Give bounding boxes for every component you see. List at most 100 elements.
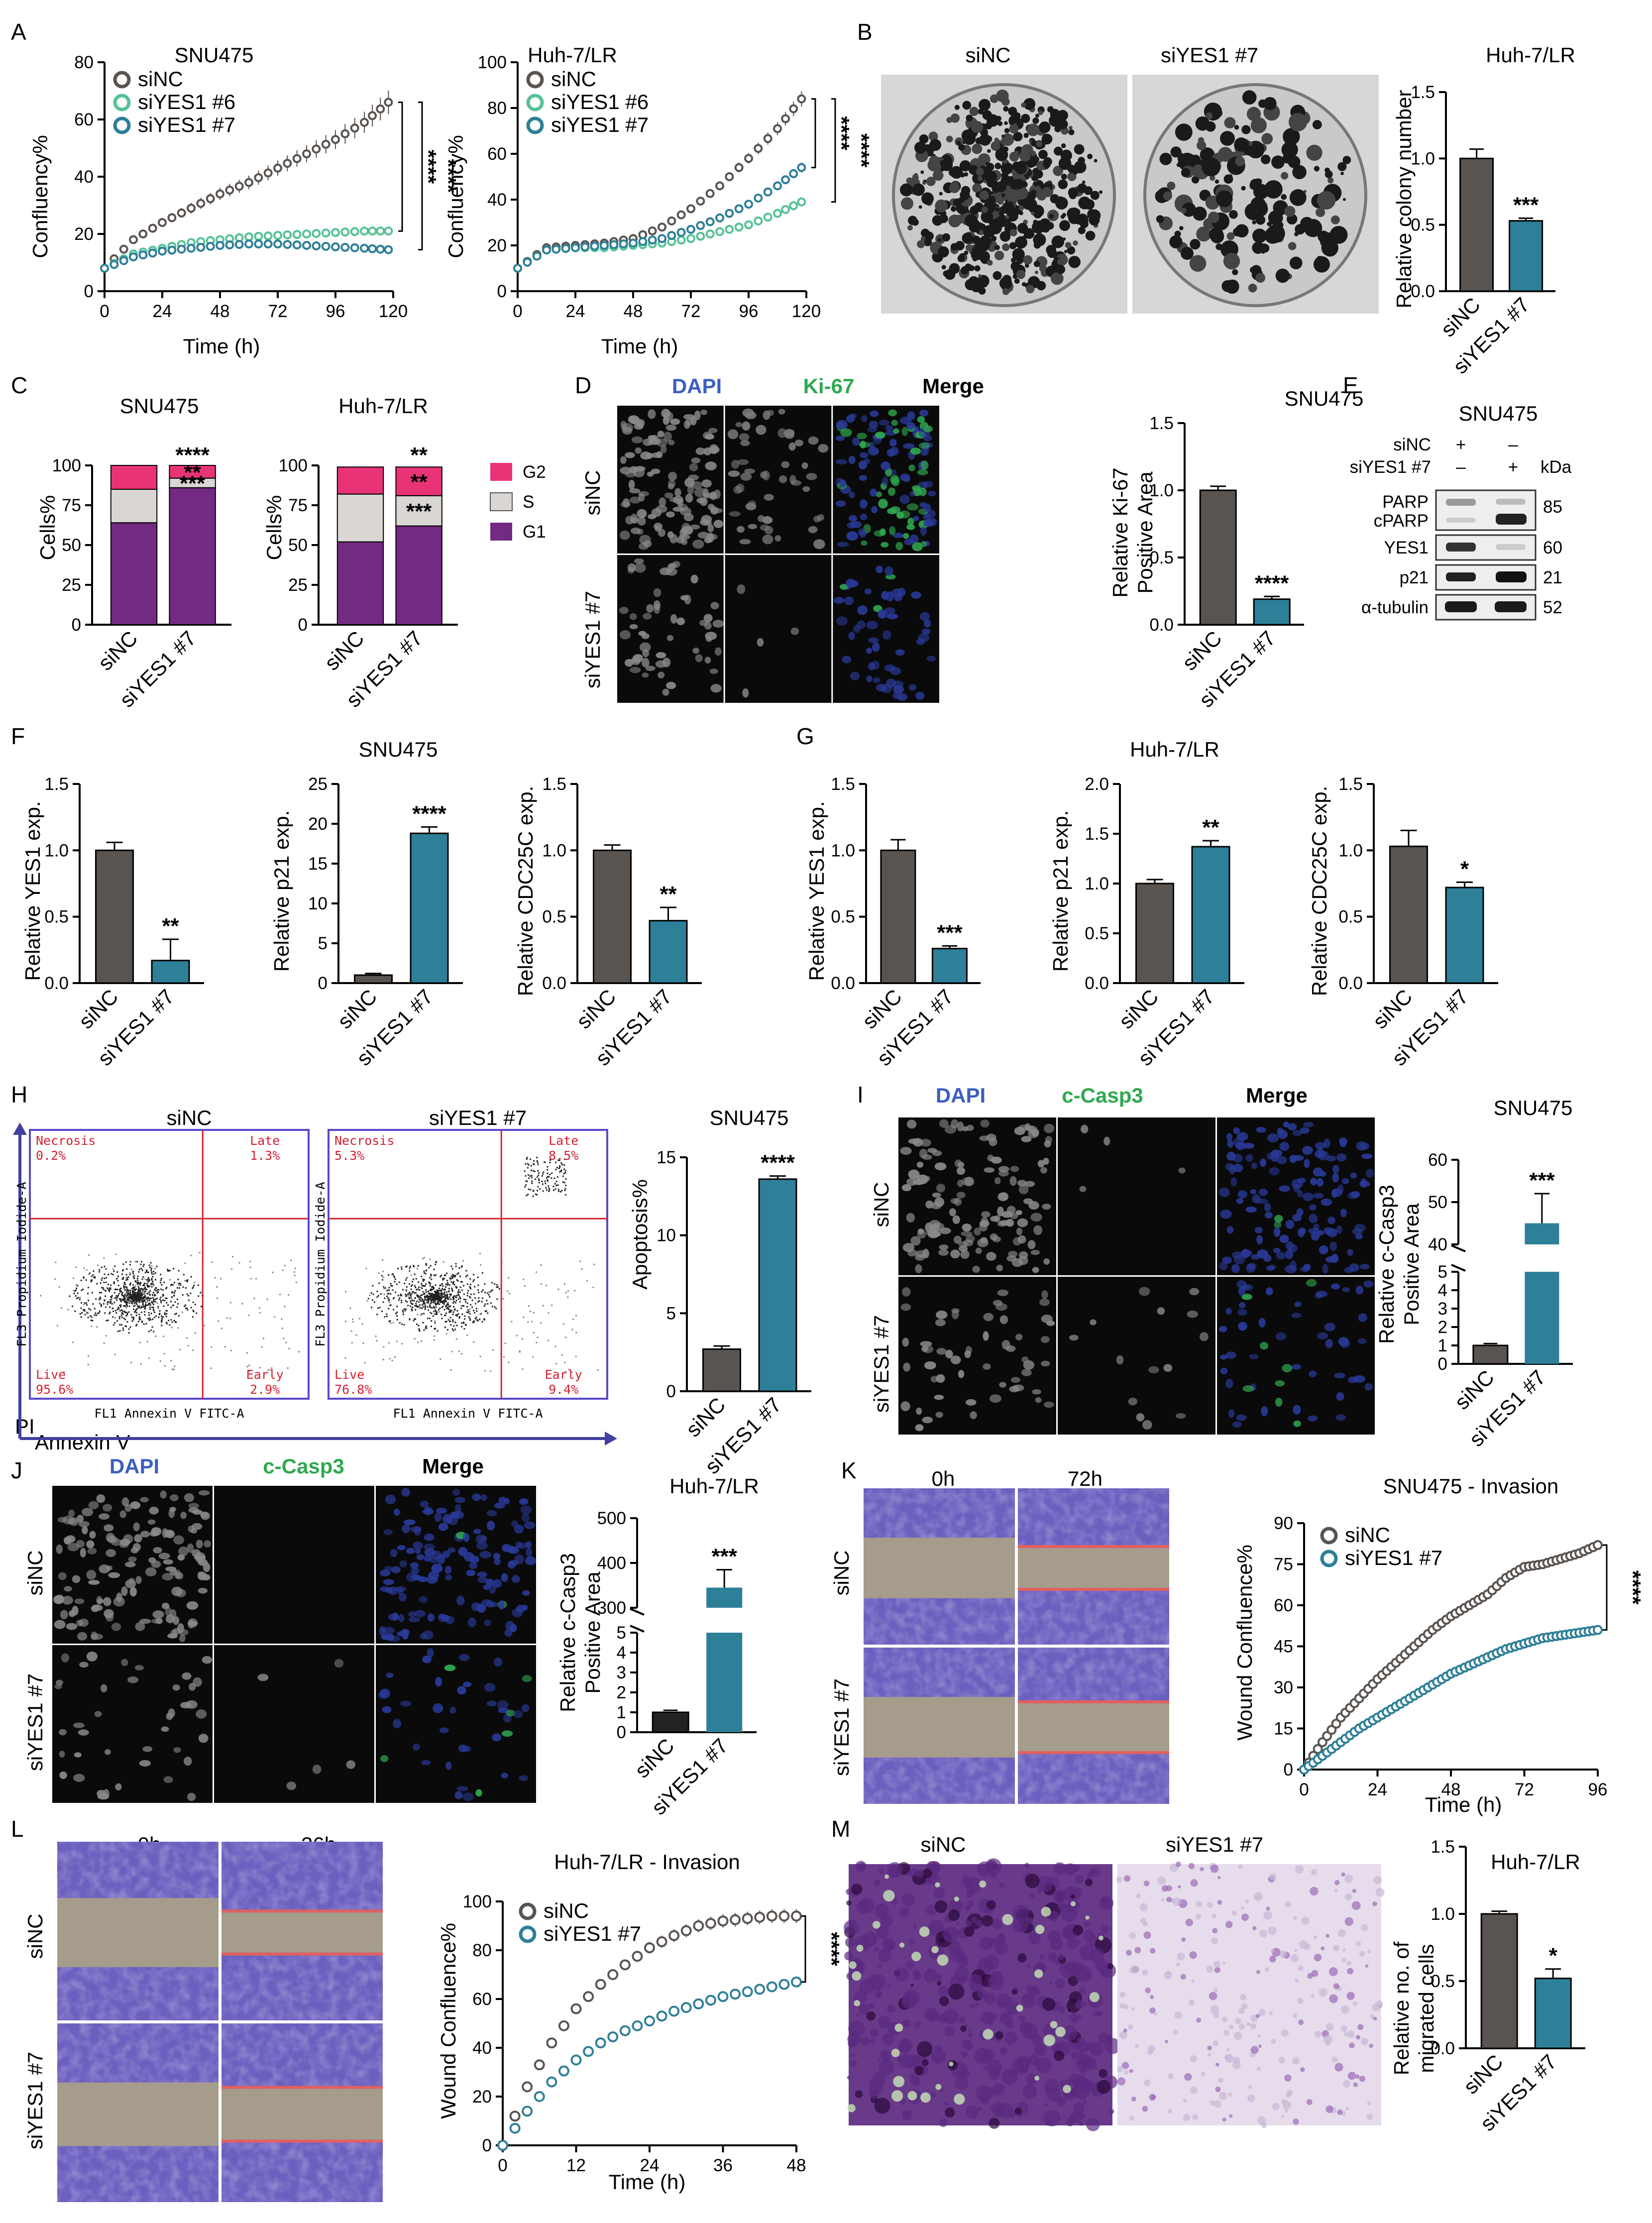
event [450,1294,452,1296]
event [127,1297,129,1299]
event [126,1301,128,1303]
nucleus [835,459,847,465]
nucleus [1274,1221,1282,1228]
event [429,1306,431,1308]
event [452,1274,454,1276]
event [412,1291,414,1293]
x-tick-label: 72 [681,302,701,321]
event [178,1282,180,1284]
nucleus [382,1706,392,1713]
event [479,1313,481,1315]
event [423,1306,425,1308]
nucleus [184,1493,194,1502]
event [432,1289,434,1291]
event [509,1293,511,1295]
nucleus [475,1534,487,1544]
nucleus [1021,1136,1032,1142]
data-point [715,213,724,222]
event [146,1271,148,1273]
data-point [734,204,744,214]
nucleus [416,1554,425,1560]
event [416,1306,418,1308]
event [129,1261,131,1263]
event [445,1297,447,1299]
colony [1073,240,1078,246]
colony [942,233,951,242]
nucleus [739,433,750,441]
nucleus [637,509,647,519]
nucleus [903,533,909,539]
event [383,1288,385,1290]
event [417,1296,419,1298]
colony [912,219,919,226]
event [110,1296,112,1298]
event [425,1273,427,1275]
nucleus [936,1310,948,1319]
event [542,1183,544,1185]
event [122,1295,124,1297]
colony [1264,180,1283,199]
annexin-axis-label: Annexin V [35,1431,130,1454]
nucleus [1275,1380,1285,1387]
data-point [600,241,609,250]
event [249,1266,251,1268]
event [395,1291,397,1293]
y-axis-label: Relative c-Casp3 [556,1553,579,1712]
event [211,1346,213,1348]
event [440,1289,441,1291]
nucleus [1297,1190,1304,1198]
nucleus [1266,1287,1273,1296]
event [426,1295,428,1297]
nucleus [80,1548,86,1558]
colony [1094,159,1098,163]
event [442,1279,444,1281]
nucleus [498,1496,507,1504]
event [424,1285,426,1287]
significance-stars: ** [410,443,428,467]
nucleus [79,1662,89,1668]
colony [972,143,983,154]
colony [992,271,1002,280]
event [262,1337,264,1339]
event [86,1311,88,1313]
event [136,1282,138,1284]
nucleus [1298,1228,1305,1237]
colony [1281,141,1298,158]
colony [969,107,979,116]
colony [1198,137,1205,144]
event [439,1297,441,1299]
nucleus [1292,1130,1303,1136]
data-point [754,193,763,203]
event [481,1297,483,1299]
event [416,1268,418,1270]
event [435,1304,437,1306]
nucleus [1315,1150,1326,1158]
chart-title: SNU475 [1494,1096,1573,1119]
nucleus [708,428,718,434]
event [86,1269,88,1271]
nucleus [1258,1318,1266,1328]
data-point [734,163,744,172]
event [425,1289,427,1291]
event [138,1289,140,1291]
event [435,1291,437,1293]
event [445,1333,447,1335]
data-point [384,98,393,107]
event [131,1302,133,1304]
event [109,1288,110,1290]
event [198,1295,200,1297]
data-point [763,187,772,197]
nucleus [637,517,646,526]
event [117,1284,119,1286]
event [575,1315,577,1317]
panel-g-yes1-chart: Relative YES1 exp. 0.00.51.01.5siNCsiYES… [805,775,981,1070]
chart-title: Huh-7/LR [669,1474,759,1498]
data-point [705,189,715,198]
event [126,1292,128,1294]
nucleus [180,1512,187,1519]
event [473,1274,475,1276]
event [433,1274,435,1276]
nucleus [981,1217,989,1226]
event [530,1158,532,1160]
event [488,1291,490,1293]
